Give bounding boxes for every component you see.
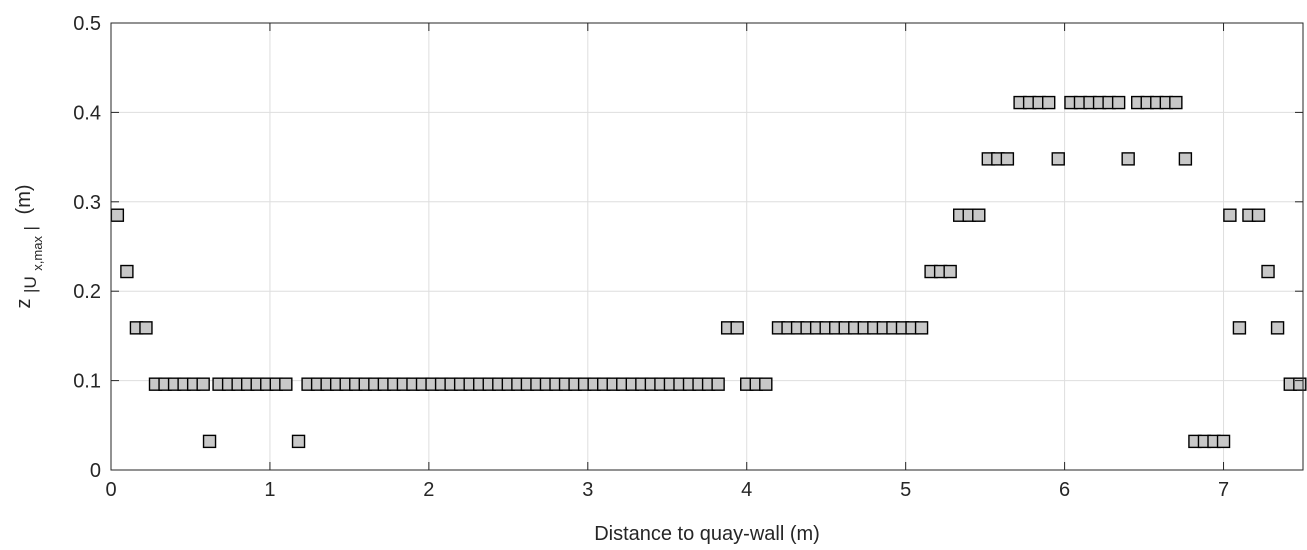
x-tick-label-3: 3	[582, 479, 593, 501]
plot-frame	[110, 22, 1304, 471]
y-axis-ticks: 0 0.1 0.2 0.3 0.4 0.5	[73, 13, 1303, 482]
x-axis-label: Distance to quay-wall (m)	[594, 523, 820, 545]
data-point-97	[1042, 95, 1056, 110]
y-axis-label-base: z	[13, 299, 35, 309]
data-point-98	[1051, 152, 1065, 166]
data-point-19	[291, 434, 306, 449]
data-point-93	[1000, 152, 1015, 166]
data-point-110	[1169, 95, 1183, 110]
data-point-121	[1270, 321, 1285, 335]
data-point-116	[1223, 208, 1237, 222]
data-point-9	[196, 377, 210, 391]
y-tick-label-0: 0	[90, 460, 101, 482]
grid-lines	[110, 22, 1303, 471]
y-axis-label-sub-close: |	[21, 226, 40, 230]
data-point-111	[1178, 152, 1193, 166]
data-point-105	[1121, 152, 1135, 166]
x-tick-label-6: 6	[1059, 479, 1070, 501]
x-tick-label-5: 5	[900, 479, 911, 501]
y-axis-label: z |U x,max | (m)	[13, 184, 47, 308]
data-point-119	[1251, 208, 1266, 222]
y-tick-label-1: 0.1	[73, 371, 101, 393]
data-markers	[110, 95, 1307, 449]
data-point-120	[1261, 264, 1275, 279]
data-point-3	[139, 321, 153, 335]
y-axis-label-unit: (m)	[13, 184, 35, 214]
data-point-65	[730, 321, 744, 335]
y-axis-label-sub-open: |U	[21, 276, 40, 293]
data-point-63	[711, 377, 725, 391]
data-point-68	[759, 377, 773, 391]
data-point-84	[914, 321, 929, 335]
x-axis-ticks: 0 1 2 3 4 5 6 7	[105, 23, 1229, 501]
x-tick-label-2: 2	[423, 479, 434, 501]
data-point-87	[943, 264, 957, 279]
y-tick-label-5: 0.5	[73, 13, 101, 35]
data-point-123	[1293, 377, 1307, 391]
data-point-0	[110, 208, 125, 222]
x-tick-label-7: 7	[1218, 479, 1229, 501]
x-tick-label-4: 4	[741, 479, 752, 501]
data-point-117	[1232, 321, 1247, 335]
data-point-18	[279, 377, 293, 391]
data-point-104	[1111, 95, 1126, 110]
data-point-1	[120, 264, 134, 279]
data-point-90	[972, 208, 986, 222]
data-point-10	[202, 434, 217, 449]
x-tick-label-0: 0	[105, 479, 116, 501]
y-tick-label-2: 0.2	[73, 281, 101, 303]
y-tick-label-4: 0.4	[73, 102, 101, 124]
y-axis-label-sub-subscript: x,max	[30, 236, 45, 271]
y-tick-label-3: 0.3	[73, 192, 101, 214]
x-tick-label-1: 1	[264, 479, 275, 501]
data-point-115	[1216, 434, 1231, 449]
